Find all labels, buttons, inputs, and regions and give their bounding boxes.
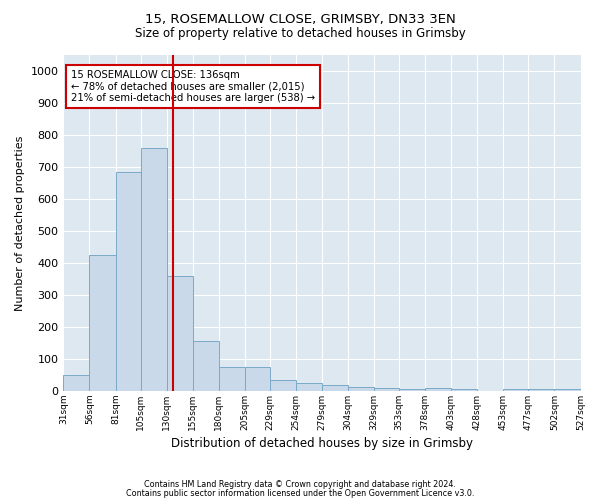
Bar bbox=[425, 388, 451, 391]
Bar bbox=[399, 388, 425, 391]
Bar bbox=[64, 375, 89, 391]
Bar bbox=[554, 390, 581, 391]
Bar bbox=[270, 380, 296, 391]
Bar bbox=[503, 390, 529, 391]
X-axis label: Distribution of detached houses by size in Grimsby: Distribution of detached houses by size … bbox=[171, 437, 473, 450]
Bar bbox=[529, 390, 554, 391]
Bar bbox=[245, 367, 270, 391]
Text: 15 ROSEMALLOW CLOSE: 136sqm
← 78% of detached houses are smaller (2,015)
21% of : 15 ROSEMALLOW CLOSE: 136sqm ← 78% of det… bbox=[71, 70, 315, 103]
Bar bbox=[348, 387, 374, 391]
Y-axis label: Number of detached properties: Number of detached properties bbox=[15, 136, 25, 310]
Bar bbox=[167, 276, 193, 391]
Bar bbox=[219, 367, 245, 391]
Text: Contains HM Land Registry data © Crown copyright and database right 2024.: Contains HM Land Registry data © Crown c… bbox=[144, 480, 456, 489]
Bar bbox=[296, 383, 322, 391]
Bar bbox=[322, 384, 348, 391]
Text: Size of property relative to detached houses in Grimsby: Size of property relative to detached ho… bbox=[134, 28, 466, 40]
Bar bbox=[116, 172, 140, 391]
Bar bbox=[451, 390, 477, 391]
Text: 15, ROSEMALLOW CLOSE, GRIMSBY, DN33 3EN: 15, ROSEMALLOW CLOSE, GRIMSBY, DN33 3EN bbox=[145, 12, 455, 26]
Bar bbox=[89, 255, 116, 391]
Bar bbox=[193, 342, 219, 391]
Bar bbox=[374, 388, 399, 391]
Text: Contains public sector information licensed under the Open Government Licence v3: Contains public sector information licen… bbox=[126, 488, 474, 498]
Bar bbox=[140, 148, 167, 391]
